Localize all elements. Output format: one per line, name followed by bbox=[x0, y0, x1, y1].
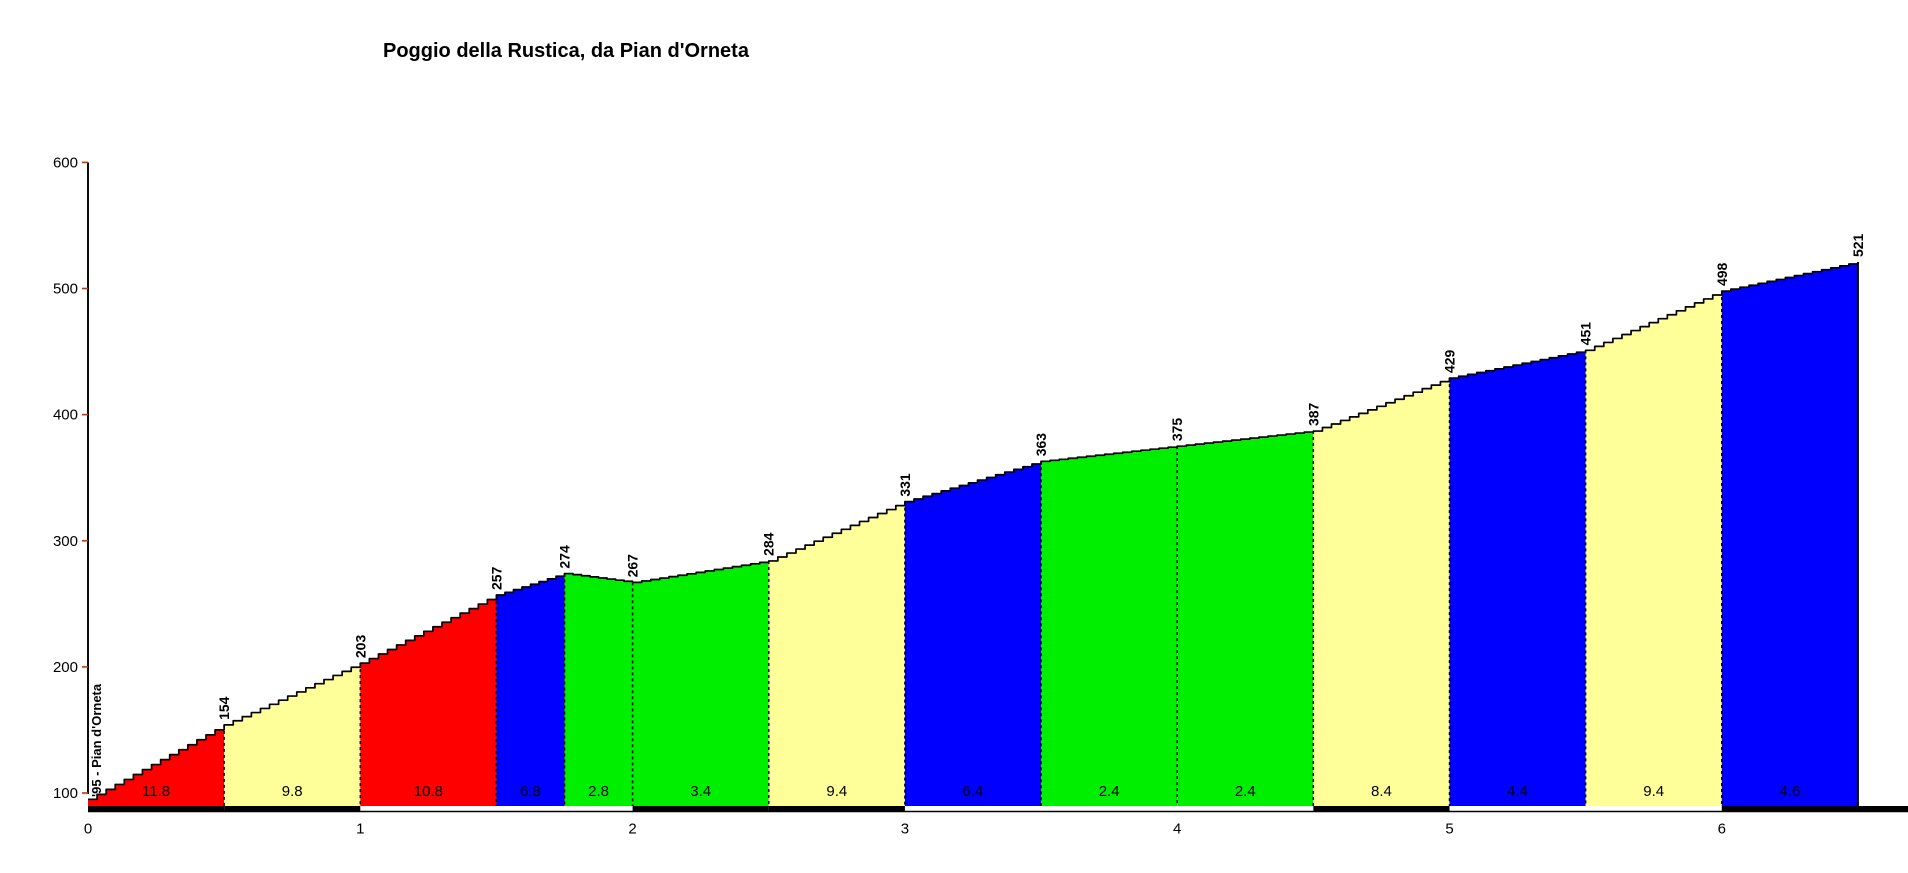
svg-text:498: 498 bbox=[1714, 262, 1730, 286]
svg-text:2.4: 2.4 bbox=[1099, 783, 1120, 800]
svg-text:154: 154 bbox=[216, 696, 232, 720]
svg-text:451: 451 bbox=[1578, 322, 1594, 346]
svg-text:521: 521 bbox=[1850, 233, 1866, 257]
svg-text:429: 429 bbox=[1442, 349, 1458, 373]
svg-text:'95 - Pian d'Orneta: '95 - Pian d'Orneta bbox=[89, 683, 104, 797]
svg-text:2.8: 2.8 bbox=[588, 783, 609, 800]
svg-text:0: 0 bbox=[84, 821, 92, 838]
svg-text:9.4: 9.4 bbox=[826, 783, 847, 800]
svg-text:5: 5 bbox=[1445, 821, 1453, 838]
svg-text:387: 387 bbox=[1305, 402, 1321, 426]
svg-text:2.4: 2.4 bbox=[1235, 783, 1256, 800]
svg-text:6: 6 bbox=[1718, 821, 1726, 838]
svg-text:400: 400 bbox=[53, 407, 78, 424]
svg-text:100: 100 bbox=[53, 785, 78, 802]
svg-text:3.4: 3.4 bbox=[690, 783, 711, 800]
svg-text:4: 4 bbox=[1173, 821, 1181, 838]
svg-text:11.8: 11.8 bbox=[142, 783, 170, 800]
svg-text:257: 257 bbox=[488, 566, 504, 590]
svg-text:2: 2 bbox=[628, 821, 636, 838]
svg-text:300: 300 bbox=[53, 533, 78, 550]
svg-text:1: 1 bbox=[356, 821, 364, 838]
svg-text:500: 500 bbox=[53, 281, 78, 298]
svg-text:6.8: 6.8 bbox=[520, 783, 541, 800]
svg-text:363: 363 bbox=[1033, 433, 1049, 457]
svg-text:3: 3 bbox=[901, 821, 909, 838]
svg-text:284: 284 bbox=[761, 532, 777, 556]
svg-text:267: 267 bbox=[625, 554, 641, 578]
svg-text:10.8: 10.8 bbox=[414, 783, 443, 800]
svg-text:6.4: 6.4 bbox=[963, 783, 984, 800]
svg-text:375: 375 bbox=[1169, 418, 1185, 442]
svg-text:8.4: 8.4 bbox=[1371, 783, 1392, 800]
svg-text:200: 200 bbox=[53, 659, 78, 676]
svg-text:331: 331 bbox=[897, 473, 913, 497]
svg-text:4.4: 4.4 bbox=[1507, 783, 1528, 800]
svg-text:4.6: 4.6 bbox=[1779, 783, 1800, 800]
svg-text:203: 203 bbox=[352, 635, 368, 659]
svg-text:600: 600 bbox=[53, 154, 78, 171]
svg-text:9.4: 9.4 bbox=[1643, 783, 1664, 800]
svg-text:9.8: 9.8 bbox=[282, 783, 303, 800]
svg-text:274: 274 bbox=[557, 545, 573, 569]
